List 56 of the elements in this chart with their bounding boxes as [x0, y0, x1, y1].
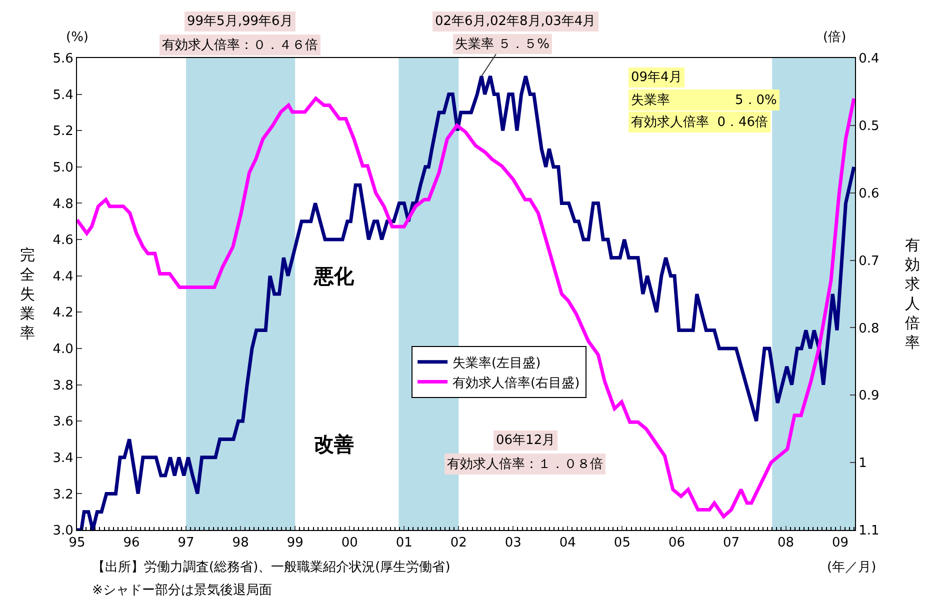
y-tick-label: 5.6 — [52, 52, 74, 67]
y-tick-label: 4.0 — [52, 342, 74, 358]
annotation: 改善 — [314, 432, 354, 456]
x-tick-label: 96 — [123, 536, 140, 551]
y-tick-label: 4.8 — [52, 196, 74, 212]
y2-tick-label: 0.6 — [858, 186, 880, 202]
y-tick-label: 5.4 — [52, 88, 74, 103]
text: 99年5月,99年6月 — [187, 14, 293, 29]
x-tick-label: 04 — [559, 536, 576, 551]
x-tick-label: 02 — [450, 536, 467, 551]
y-tick-label: 5.0 — [52, 160, 74, 176]
x-tick-label: 03 — [504, 536, 522, 551]
x-tick-label: 00 — [341, 536, 358, 551]
legend-label: 失業率(左目盛) — [452, 354, 541, 371]
x-tick-label: 05 — [614, 536, 630, 551]
y2-tick-label: 0.8 — [858, 321, 880, 336]
y-tick-label: 3.4 — [52, 450, 74, 466]
y-axis-title: 完全失業率 — [20, 246, 35, 342]
y2-tick-label: 1 — [858, 456, 867, 472]
annotation: 有効求人倍率：１．０８倍 — [447, 456, 603, 472]
x-axis-title: (年／月) — [827, 560, 876, 575]
text: 02年6月,02年8月,03年4月 — [435, 14, 596, 29]
y-tick-label: 3.6 — [52, 414, 74, 430]
legend-label: 有効求人倍率(右目盛) — [452, 374, 580, 391]
annotation: 有効求人倍率 0．46倍 — [631, 114, 768, 130]
text: (%) — [66, 30, 88, 45]
x-tick-label: 01 — [396, 536, 412, 551]
text: 有効求人倍率：０．４６倍 — [162, 37, 318, 53]
y-tick-label: 3.2 — [52, 487, 74, 502]
y-tick-label: 4.4 — [52, 269, 74, 284]
x-tick-label: 98 — [232, 536, 249, 551]
y2-tick-label: 0.7 — [858, 254, 880, 269]
annotation: 失業率 ５．５% — [455, 36, 550, 52]
x-tick-label: 99 — [286, 536, 304, 551]
x-tick-label: 07 — [722, 536, 740, 551]
annotation: 悪化 — [313, 264, 355, 288]
text: 【出所】労働力調査(総務省)、一般職業紹介状況(厚生労働省) — [92, 560, 450, 575]
y2-axis-title: 有効求人倍率 — [905, 236, 920, 352]
annotation: 失業率 5．0% — [631, 92, 777, 108]
text: ※シャドー部分は景気後退局面 — [92, 583, 272, 598]
x-tick-label: 06 — [668, 536, 685, 551]
text: (倍) — [823, 30, 846, 45]
y-tick-label: 4.2 — [52, 306, 74, 321]
y2-tick-label: 0.9 — [858, 388, 880, 404]
y-tick-label: 4.6 — [52, 233, 74, 248]
y2-tick-label: 1.1 — [858, 524, 880, 539]
y2-tick-label: 0.5 — [858, 118, 880, 134]
x-tick-label: 97 — [178, 536, 194, 551]
y2-tick-label: 0.4 — [858, 52, 880, 67]
y-tick-label: 3.8 — [52, 378, 74, 394]
x-tick-label: 09 — [832, 536, 849, 551]
annotation: 09年4月 — [631, 70, 682, 85]
y-tick-label: 5.2 — [52, 124, 74, 140]
x-tick-label: 08 — [777, 536, 794, 551]
annotation: 06年12月 — [496, 433, 556, 448]
x-tick-label: 95 — [68, 536, 86, 551]
